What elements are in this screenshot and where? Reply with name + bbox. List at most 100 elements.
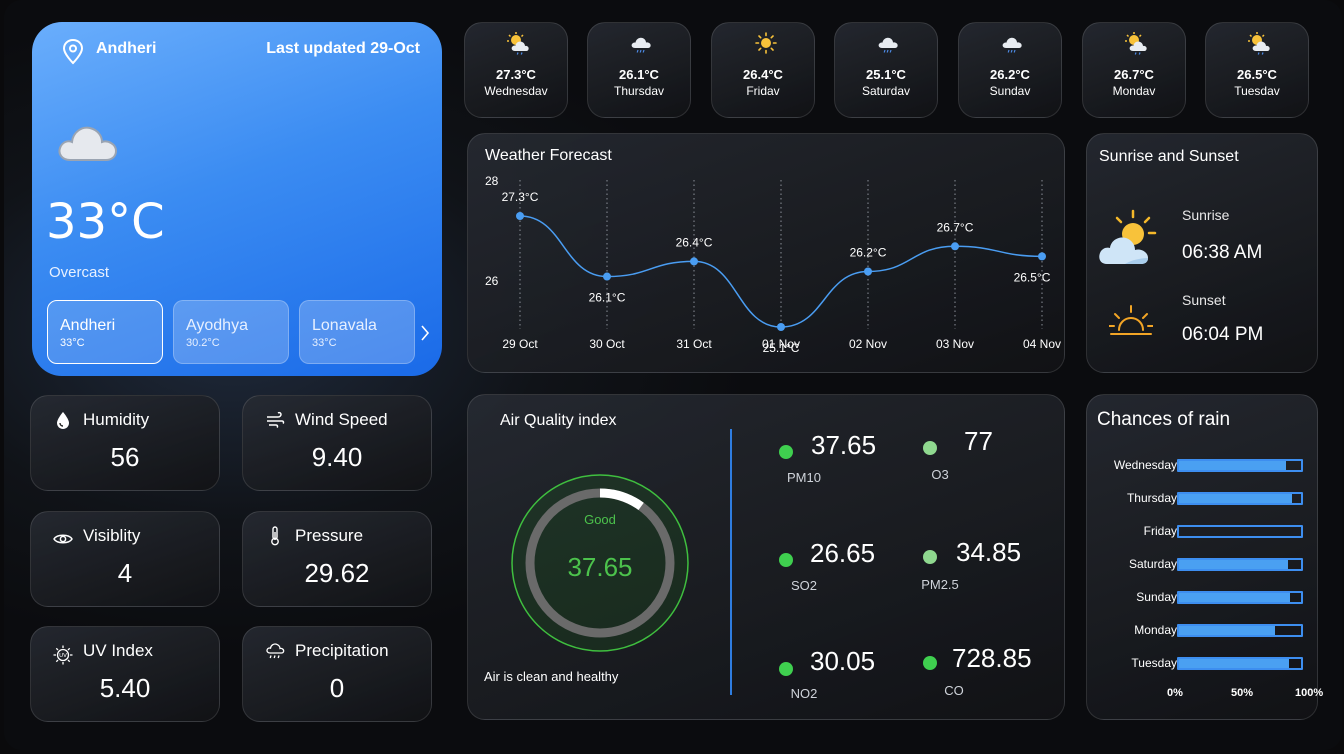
city-card-lonavala[interactable]: Lonavala 33°C xyxy=(299,300,415,364)
aqi-gauge-ring xyxy=(511,474,689,652)
rain-bar xyxy=(1179,494,1293,503)
city-temp: 33°C xyxy=(312,337,337,349)
cloud-rain-icon xyxy=(1002,37,1022,53)
current-condition: Overcast xyxy=(49,264,110,281)
daily-temp: 25.1°C xyxy=(866,67,906,82)
last-updated: Last updated 29-Oct xyxy=(266,40,420,57)
x-tick-label: 29 Oct xyxy=(502,337,538,351)
daily-forecast-card[interactable]: 26.1°C Thursdav xyxy=(587,22,691,118)
daily-forecast-card[interactable]: 26.2°C Sundav xyxy=(958,22,1062,118)
rain-day-label: Friday xyxy=(1143,524,1177,538)
daily-forecast-card[interactable]: 26.5°C Tuesdav xyxy=(1205,22,1309,118)
visibility-card: Visiblity 4 xyxy=(30,511,220,607)
daily-temp: 26.1°C xyxy=(619,67,659,82)
stat-value: 4 xyxy=(117,558,133,588)
city-name: Lonavala xyxy=(312,317,377,334)
humidity-card: Humidity 56 xyxy=(30,395,220,491)
city-card-andheri[interactable]: Andheri 33°C xyxy=(47,300,163,364)
rain-bar-row: Wednesday xyxy=(1087,458,1319,473)
uv-icon: UV xyxy=(53,645,73,665)
y-tick-label: 28 xyxy=(485,174,499,188)
daily-temp: 26.2°C xyxy=(990,67,1030,82)
daily-day: Tuesdav xyxy=(1234,84,1280,98)
pollutant-status-dot xyxy=(779,445,793,459)
data-point xyxy=(777,323,785,331)
city-card-ayodhya[interactable]: Ayodhya 30.2°C xyxy=(173,300,289,364)
sun-cloud-rain-icon xyxy=(1125,32,1147,55)
daily-forecast-card[interactable]: 26.4°C Fridav xyxy=(711,22,815,118)
pollutant-label: O3 xyxy=(931,467,949,482)
rain-day-label: Wednesday xyxy=(1113,458,1177,472)
wind-speed-card: Wind Speed 9.40 xyxy=(242,395,432,491)
x-tick-label: 30 Oct xyxy=(589,337,625,351)
x-tick-label: 03 Nov xyxy=(936,337,974,351)
svg-text:UV: UV xyxy=(59,653,67,659)
sunrise-label: Sunrise xyxy=(1182,207,1230,223)
daily-forecast-card[interactable]: 26.7°C Mondav xyxy=(1082,22,1186,118)
rain-day-label: Saturday xyxy=(1128,557,1177,571)
stat-label: Pressure xyxy=(295,526,364,545)
daily-day: Wednesdav xyxy=(484,84,548,98)
daily-forecast-card[interactable]: 27.3°C Wednesdav xyxy=(464,22,568,118)
daily-temp: 27.3°C xyxy=(496,67,536,82)
pollutant-status-dot xyxy=(779,662,793,676)
sun-title: Sunrise and Sunset xyxy=(1099,148,1239,165)
aqi-title: Air Quality index xyxy=(500,412,617,429)
sun-cloud-rain-icon xyxy=(507,32,529,55)
rain-bar xyxy=(1179,560,1288,569)
rain-title: Chances of rain xyxy=(1097,409,1231,430)
data-label: 26.7°C xyxy=(937,220,974,234)
data-label: 26.5°C xyxy=(1014,270,1051,284)
stat-label: Visiblity xyxy=(83,526,141,545)
pollutant-value: 37.65 xyxy=(811,430,877,460)
sunrise-sunset-card: Sunrise and Sunset Sunrise 06:38 AM Suns… xyxy=(1086,133,1318,373)
forecast-title: Weather Forecast xyxy=(485,147,612,164)
rain-axis-tick: 0% xyxy=(1167,687,1183,699)
eye-icon xyxy=(53,534,73,544)
droplet-icon xyxy=(57,412,69,429)
current-weather-card: Andheri Last updated 29-Oct 33°C Overcas… xyxy=(32,22,442,376)
rain-bar xyxy=(1179,593,1291,602)
rain-bar-track xyxy=(1177,624,1303,637)
rain-bar-row: Friday xyxy=(1087,524,1319,539)
cloud-rain-icon xyxy=(878,37,898,53)
daily-temp: 26.5°C xyxy=(1237,67,1277,82)
stat-label: Wind Speed xyxy=(295,410,388,429)
precipitation-card: Precipitation 0 xyxy=(242,626,432,722)
location-pin-icon xyxy=(62,38,84,65)
rain-bar-row: Tuesday xyxy=(1087,656,1319,671)
daily-temp: 26.7°C xyxy=(1114,67,1154,82)
daily-forecast-card[interactable]: 25.1°C Saturdav xyxy=(834,22,938,118)
rain-bar-row: Monday xyxy=(1087,623,1319,638)
daily-day: Fridav xyxy=(746,84,780,98)
stat-value: 56 xyxy=(110,442,140,472)
pollutant-status-dot xyxy=(923,441,937,455)
chevron-right-icon[interactable] xyxy=(420,324,430,342)
uv-index-card: UV UV Index 5.40 xyxy=(30,626,220,722)
stat-label: Precipitation xyxy=(295,641,389,660)
sunset-icon xyxy=(1109,305,1153,335)
cloud-icon xyxy=(58,126,118,161)
rain-bar-row: Saturday xyxy=(1087,557,1319,572)
x-tick-label: 04 Nov xyxy=(1023,337,1061,351)
pollutant-status-dot xyxy=(923,550,937,564)
aqi-gauge xyxy=(511,474,689,652)
data-label: 26.2°C xyxy=(850,246,887,260)
stat-value: 9.40 xyxy=(311,442,363,472)
pollutant-value: 34.85 xyxy=(956,537,1022,567)
rain-axis-tick: 100% xyxy=(1295,687,1324,699)
pollutant-value: 30.05 xyxy=(810,646,876,676)
aqi-value: 37.65 xyxy=(567,552,633,582)
pollutant-label: SO2 xyxy=(790,578,817,593)
x-tick-label: 01 Nov xyxy=(762,337,800,351)
pressure-card: Pressure 29.62 xyxy=(242,511,432,607)
aqi-gauge-fill xyxy=(525,488,675,638)
pollutant-value: 77 xyxy=(964,426,993,456)
sun-icon xyxy=(755,32,777,54)
city-temp: 33°C xyxy=(60,337,85,349)
stat-label: Humidity xyxy=(83,410,150,429)
rain-day-label: Sunday xyxy=(1136,590,1177,604)
location-name[interactable]: Andheri xyxy=(96,40,157,57)
rain-axis-tick: 50% xyxy=(1231,687,1254,699)
daily-temp: 26.4°C xyxy=(743,67,783,82)
